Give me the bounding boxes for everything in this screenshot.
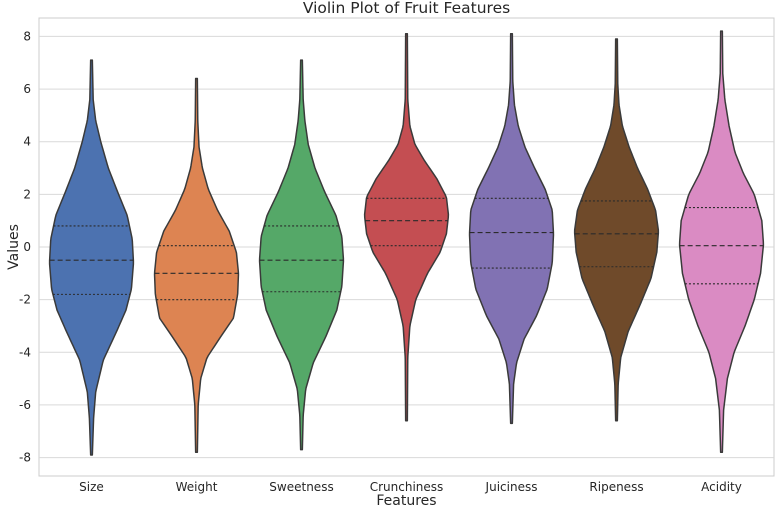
- violin-size: [48, 59, 135, 456]
- violin-crunchiness: [363, 33, 450, 422]
- x-tick-label: Juiciness: [485, 480, 538, 494]
- y-tick-label: -2: [19, 293, 31, 307]
- y-tick-label: 2: [23, 187, 31, 201]
- violins: [48, 30, 765, 456]
- violin-ripeness: [573, 38, 660, 422]
- violin-juiciness: [468, 33, 555, 425]
- y-tick-label: 0: [23, 240, 31, 254]
- violin-acidity: [678, 30, 765, 454]
- y-tick-label: -8: [19, 451, 31, 465]
- x-axis-label: Features: [376, 493, 436, 509]
- y-tick-labels: -8 -6 -4 -2 0 2 4 6 8: [19, 29, 31, 464]
- y-tick-label: 8: [23, 29, 31, 43]
- y-tick-label: 4: [23, 135, 31, 149]
- x-tick-label: Sweetness: [269, 480, 333, 494]
- x-tick-labels: Size Weight Sweetness Crunchiness Juiciness R…: [79, 480, 742, 494]
- x-tick-label: Crunchiness: [370, 480, 444, 494]
- x-tick-label: Acidity: [701, 480, 742, 494]
- y-axis-label: Values: [6, 224, 22, 270]
- x-tick-label: Size: [79, 480, 104, 494]
- x-tick-label: Weight: [176, 480, 218, 494]
- chart-title: Violin Plot of Fruit Features: [303, 0, 510, 17]
- x-tick-label: Ripeness: [589, 480, 643, 494]
- violin-sweetness: [258, 59, 345, 451]
- violin-weight: [153, 77, 240, 454]
- y-tick-label: -4: [19, 345, 31, 359]
- y-tick-label: -6: [19, 398, 31, 412]
- y-tick-label: 6: [23, 82, 31, 96]
